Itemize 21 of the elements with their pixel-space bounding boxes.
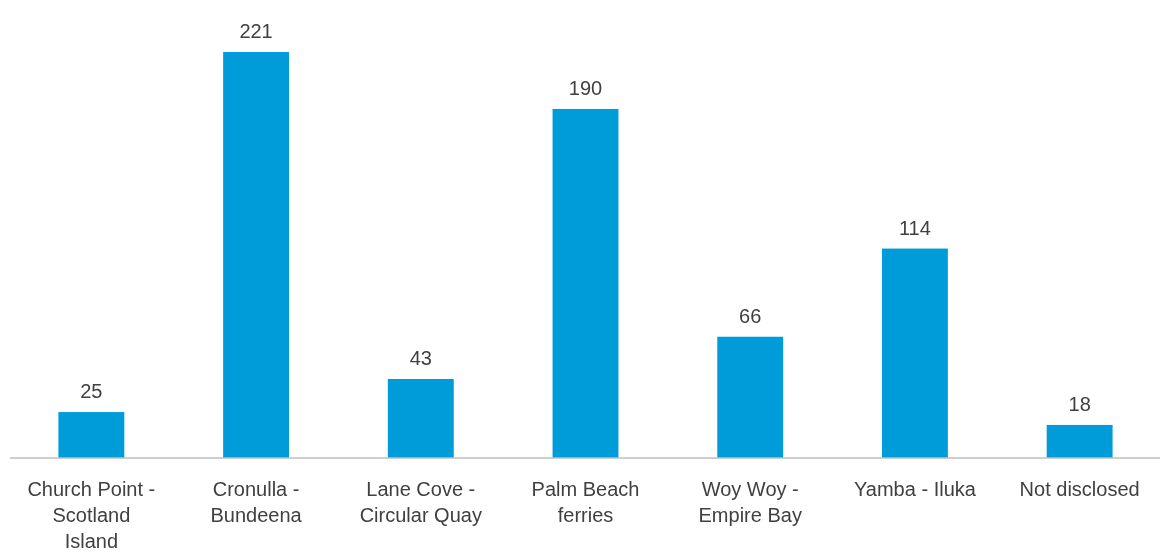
x-tick-label: Yamba - Iluka xyxy=(853,478,977,500)
data-label: 43 xyxy=(409,347,432,369)
data-label: 25 xyxy=(80,380,103,403)
x-tick-label: Lane Cove - Circular Quay xyxy=(359,478,482,526)
bar xyxy=(58,412,125,458)
x-tick-label: Cronulla - Bundeena xyxy=(210,478,303,526)
data-label: 221 xyxy=(239,20,273,42)
data-label: 190 xyxy=(568,76,603,99)
data-label: 18 xyxy=(1068,392,1091,415)
x-tick-label: Palm Beach ferries xyxy=(531,478,640,526)
data-label: 114 xyxy=(898,216,931,239)
bar xyxy=(552,108,619,458)
bar xyxy=(881,248,948,458)
bar xyxy=(717,336,784,458)
x-tick-label: Woy Woy - Empire Bay xyxy=(698,478,802,526)
data-label: 66 xyxy=(739,304,762,327)
bar xyxy=(223,52,290,458)
bar xyxy=(387,379,454,458)
bar xyxy=(1046,424,1113,458)
x-tick-label: Not disclosed xyxy=(1019,478,1140,500)
x-tick-label: Church Point - Scotland Island xyxy=(27,478,156,552)
